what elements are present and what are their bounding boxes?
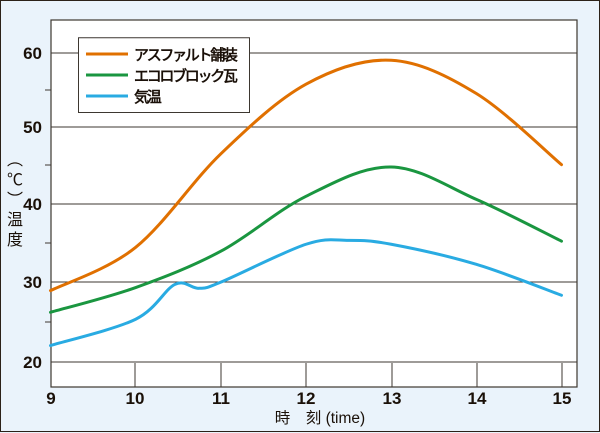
svg-text:12: 12: [297, 389, 316, 408]
svg-text:9: 9: [46, 389, 55, 408]
svg-text:気温: 気温: [134, 88, 162, 106]
svg-text:エコロブロック瓦: エコロブロック瓦: [134, 67, 238, 85]
svg-text:30: 30: [23, 273, 42, 292]
svg-text:50: 50: [23, 118, 42, 137]
svg-text:時 刻 (time): 時 刻 (time): [275, 409, 365, 427]
svg-text:14: 14: [468, 389, 487, 408]
svg-text:10: 10: [126, 389, 145, 408]
svg-text:11: 11: [212, 389, 230, 408]
svg-text:60: 60: [23, 44, 42, 63]
svg-text:アスファルト舗装: アスファルト舗装: [134, 46, 239, 64]
svg-text:15: 15: [553, 389, 572, 408]
svg-text:40: 40: [23, 195, 42, 214]
svg-text:13: 13: [383, 389, 402, 408]
svg-text:20: 20: [23, 353, 42, 372]
